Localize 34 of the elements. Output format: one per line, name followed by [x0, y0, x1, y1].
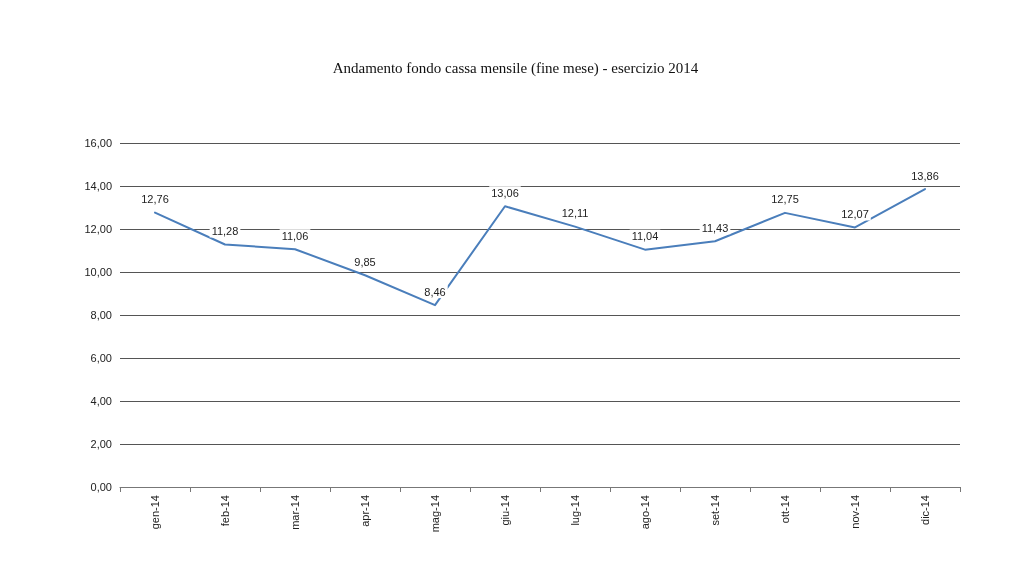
- data-label: 11,06: [281, 229, 309, 242]
- data-label: 12,76: [141, 193, 169, 206]
- x-tick-label: dic-14: [919, 495, 931, 525]
- x-tick-label: feb-14: [219, 495, 231, 527]
- x-tick-label: lug-14: [569, 495, 581, 526]
- data-label: 13,86: [911, 169, 939, 182]
- data-label: 8,46: [424, 285, 446, 298]
- x-tick-label: nov-14: [849, 495, 861, 529]
- data-label: 11,28: [211, 224, 239, 237]
- y-tick-label: 6,00: [90, 352, 112, 364]
- y-tick-label: 10,00: [84, 266, 112, 278]
- y-tick-label: 4,00: [90, 395, 112, 407]
- x-tick-label: mag-14: [429, 495, 441, 533]
- y-tick-label: 16,00: [84, 137, 112, 149]
- data-label: 12,07: [841, 207, 869, 220]
- chart-title: Andamento fondo cassa mensile (fine mese) - esercizio 2014: [332, 59, 699, 77]
- y-tick-label: 14,00: [84, 180, 112, 192]
- y-tick-label: 0,00: [90, 481, 112, 493]
- x-tick-label: mar-14: [289, 495, 301, 530]
- y-tick-label: 2,00: [90, 438, 112, 450]
- x-tick-label: ott-14: [779, 495, 791, 524]
- data-label: 9,85: [354, 255, 376, 268]
- y-tick-label: 12,00: [84, 223, 112, 235]
- x-tick-label: gen-14: [149, 495, 161, 530]
- data-label: 11,43: [701, 221, 729, 234]
- data-label: 11,04: [631, 230, 659, 243]
- data-label: 12,75: [771, 193, 799, 206]
- x-tick-label: giu-14: [499, 495, 511, 526]
- y-tick-label: 8,00: [90, 309, 112, 321]
- x-tick-label: set-14: [709, 495, 721, 526]
- x-tick-label: apr-14: [359, 495, 371, 527]
- data-label: 12,11: [561, 207, 589, 220]
- x-tick-label: ago-14: [639, 495, 651, 530]
- data-label: 13,06: [491, 186, 519, 199]
